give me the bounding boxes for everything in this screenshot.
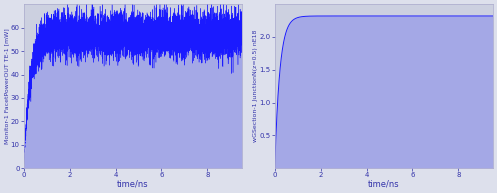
- Y-axis label: Monitor-1 FacetPowerOUT TE-1 [mW]: Monitor-1 FacetPowerOUT TE-1 [mW]: [4, 28, 9, 144]
- Y-axis label: wGSection-1 JunctionN(z=0.5) nE18: wGSection-1 JunctionN(z=0.5) nE18: [253, 30, 258, 142]
- X-axis label: time/ns: time/ns: [368, 180, 400, 189]
- X-axis label: time/ns: time/ns: [117, 180, 149, 189]
